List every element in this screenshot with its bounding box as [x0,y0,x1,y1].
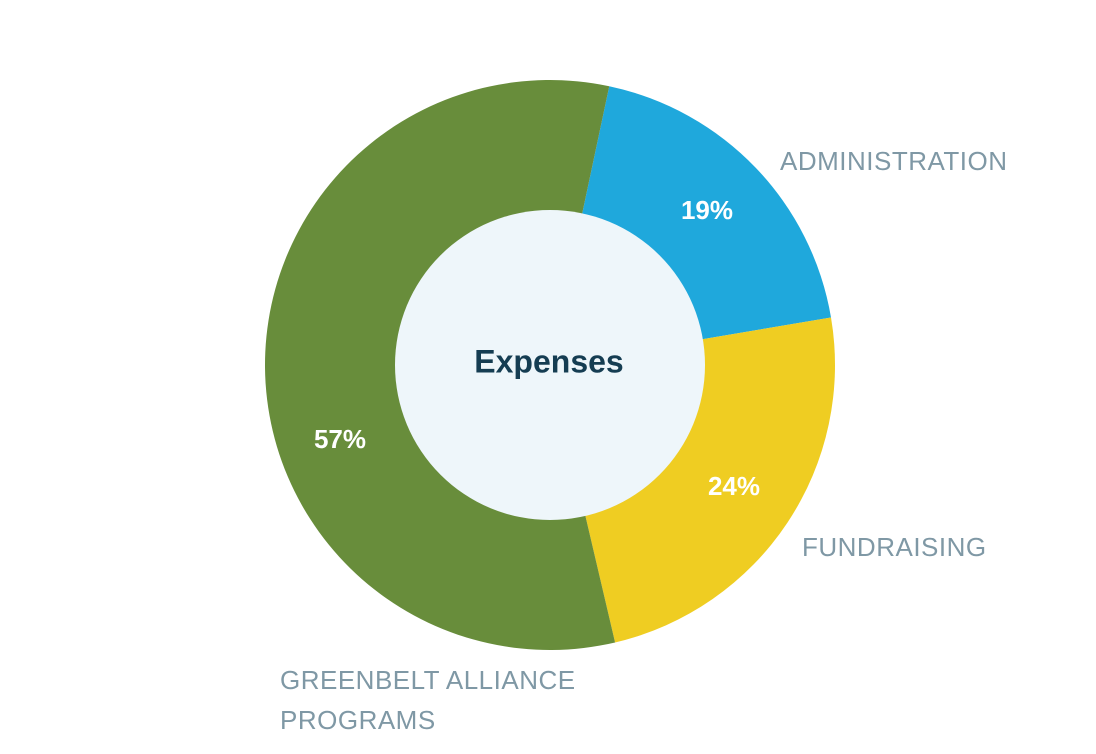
value-label: 57% [314,424,366,454]
value-label: 24% [708,471,760,501]
category-label: GREENBELT ALLIANCE PROGRAMS [280,665,576,735]
category-label: FUNDRAISING [802,532,987,562]
value-label: 19% [681,195,733,225]
category-label: ADMINISTRATION [780,146,1008,176]
donut-hole [395,210,705,520]
center-title: Expenses [474,343,623,379]
